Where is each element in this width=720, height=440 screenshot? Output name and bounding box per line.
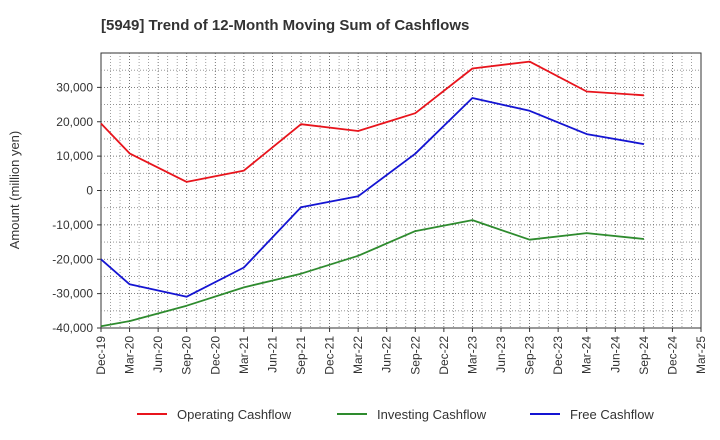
x-tick-label: Jun-24 [608,336,622,373]
series-line [100,219,644,328]
x-tick-label: Dec-20 [208,336,222,375]
grid-lines [101,53,701,328]
x-tick-label: Jun-22 [380,336,394,373]
y-tick-label: 10,000 [56,149,93,163]
x-tick-label: Jun-20 [151,336,165,373]
x-tick-label: Dec-21 [323,336,337,375]
x-tick-label: Mar-24 [580,336,594,374]
legend-entry: Free Cashflow [570,407,654,422]
x-tick-label: Mar-23 [465,336,479,374]
x-tick-label: Sep-20 [180,336,194,375]
x-tick-label: Mar-20 [123,336,137,374]
y-tick-label: 0 [86,184,93,198]
chart-title: [5949] Trend of 12-Month Moving Sum of C… [101,17,469,34]
x-tick-label: Sep-22 [408,336,422,375]
x-tick-label: Mar-21 [237,336,251,374]
x-axis-ticks: Dec-19 Mar-20 Jun-20 Sep-20 Dec-20 Mar-21 Jun-… [94,328,708,375]
x-tick-label: Mar-22 [351,336,365,374]
series-line [100,97,645,298]
series-lines [100,60,645,328]
y-tick-label: -20,000 [52,252,93,266]
y-tick-label: 20,000 [56,115,93,129]
legend: Operating Cashflow Investing Cashflow Free… [137,407,654,422]
x-tick-label: Sep-21 [294,336,308,375]
x-tick-label: Dec-22 [437,336,451,375]
y-tick-label: -30,000 [52,287,93,301]
x-tick-label: Dec-24 [665,336,679,375]
x-tick-label: Sep-24 [637,336,651,375]
x-tick-label: Jun-23 [494,336,508,373]
y-tick-label: 30,000 [56,80,93,94]
x-tick-label: Dec-23 [551,336,565,375]
x-tick-label: Dec-19 [94,336,108,375]
x-tick-label: Jun-21 [265,336,279,373]
legend-entry: Operating Cashflow [177,407,292,422]
x-tick-label: Mar-25 [694,336,708,374]
series-line [100,60,644,183]
y-tick-label: -40,000 [52,321,93,335]
legend-entry: Investing Cashflow [377,407,487,422]
y-tick-label: -10,000 [52,218,93,232]
y-axis-ticks: -40,000 -30,000 -20,000 -10,000 0 10,000 20,00… [52,80,101,335]
x-tick-label: Sep-23 [523,336,537,375]
y-axis-label: Amount (million yen) [7,131,22,250]
